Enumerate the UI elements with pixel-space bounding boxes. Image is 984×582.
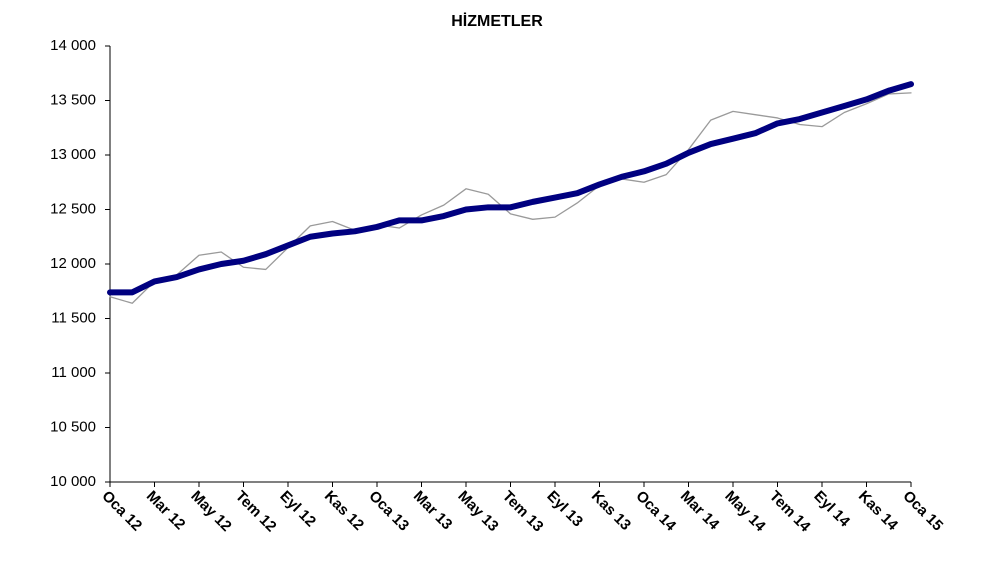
series-line — [107, 81, 914, 296]
x-tick-label: Kas 12 — [321, 488, 367, 534]
x-tick-label: Oca 13 — [365, 488, 412, 535]
x-tick-label: Oca 12 — [98, 488, 145, 535]
x-tick-label: Tem 12 — [232, 488, 280, 536]
x-tick-label: May 12 — [187, 488, 234, 535]
x-tick-label: May 13 — [454, 488, 501, 535]
x-tick-label: Mar 12 — [143, 488, 189, 534]
y-tick-label: 10 500 — [50, 418, 96, 435]
y-tick-label: 13 000 — [50, 146, 96, 163]
x-tick-label: Eyl 14 — [810, 488, 853, 531]
y-tick-label: 11 000 — [51, 364, 96, 381]
series-line — [109, 92, 912, 304]
x-tick-label: Mar 14 — [677, 488, 723, 534]
x-tick-label: May 14 — [721, 488, 769, 536]
y-tick-label: 12 500 — [50, 200, 96, 217]
x-tick-label: Oca 15 — [899, 488, 946, 535]
x-tick-label: Mar 13 — [410, 488, 456, 534]
x-tick-label: Eyl 12 — [276, 488, 319, 531]
y-tick-label: 11 500 — [51, 309, 96, 326]
x-tick-label: Kas 14 — [855, 488, 902, 535]
y-tick-label: 12 000 — [50, 255, 96, 272]
y-tick-label: 10 000 — [50, 473, 96, 490]
x-tick-label: Eyl 13 — [543, 488, 586, 531]
x-tick-label: Tem 13 — [499, 488, 547, 536]
y-tick-label: 13 500 — [50, 91, 96, 108]
x-tick-label: Tem 14 — [766, 488, 814, 536]
x-tick-label: Kas 13 — [588, 488, 634, 534]
chart-title: HİZMETLER — [451, 12, 543, 30]
y-tick-label: 14 000 — [50, 37, 96, 54]
x-tick-label: Oca 14 — [632, 488, 679, 535]
